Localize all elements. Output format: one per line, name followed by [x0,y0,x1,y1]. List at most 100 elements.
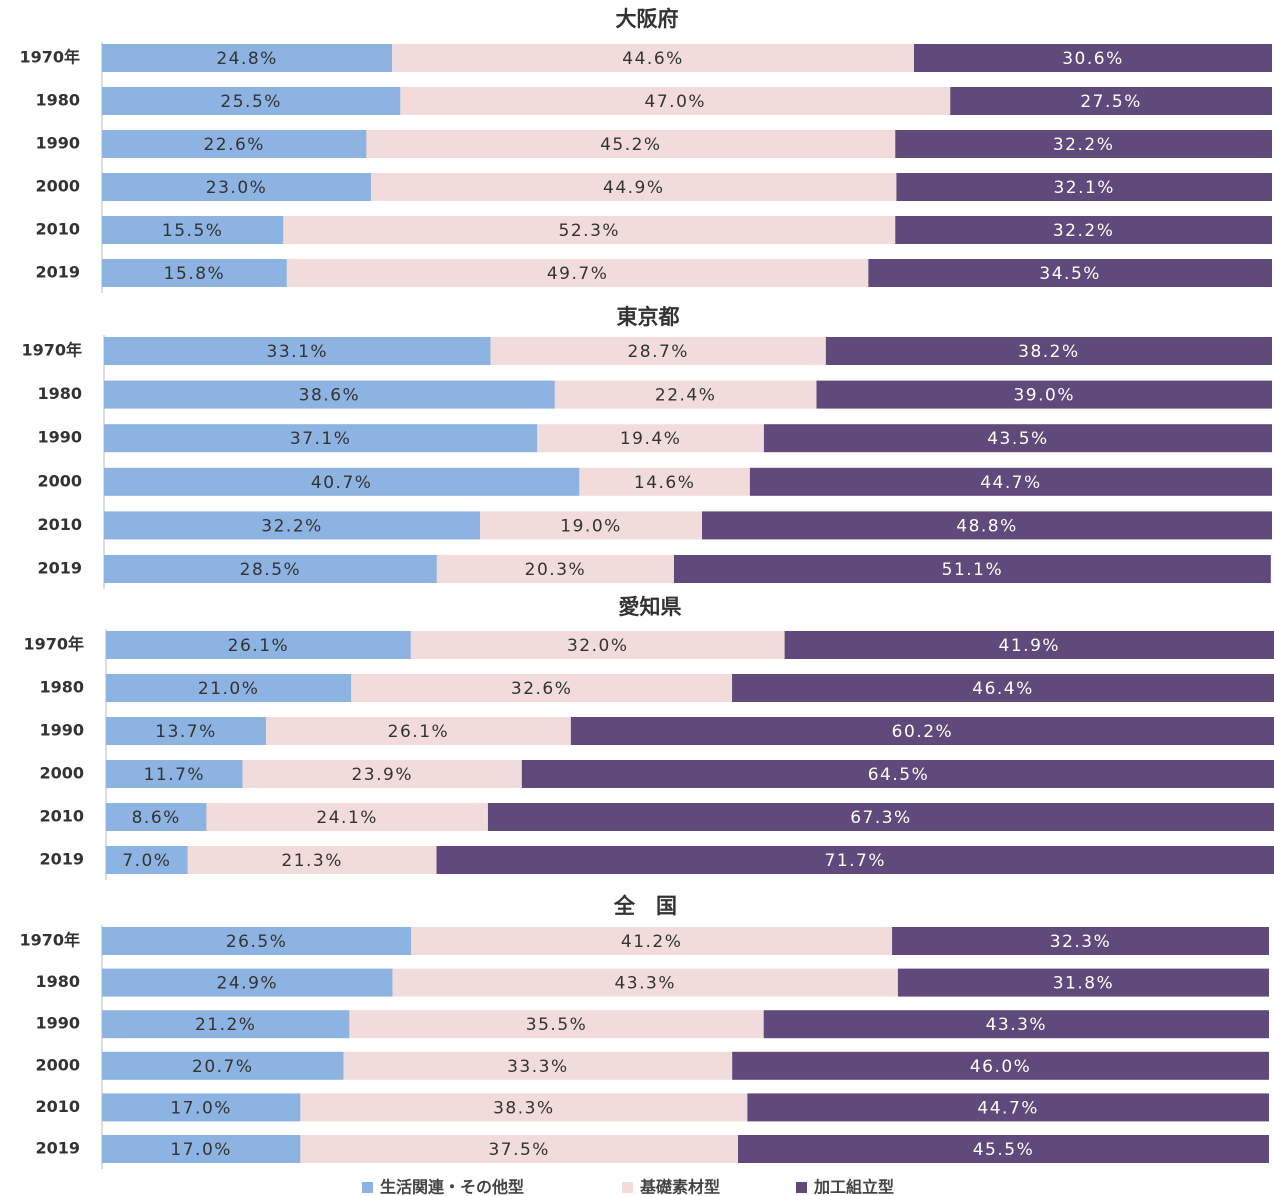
bar-segment [537,424,764,453]
bar-segment [816,380,1272,409]
bar-segment-group: 24.8% [102,44,393,72]
bar-segment-group: 44.7% [747,1093,1269,1122]
bar-segment-group: 51.1% [673,555,1271,583]
data-label: 24.8% [216,49,278,69]
legend-label: 加工組立型 [813,1178,894,1196]
bar-segment [554,380,817,409]
data-label: 23.9% [351,765,413,785]
bar-segment-group: 43.3% [763,1010,1269,1039]
bar-segment [102,259,287,287]
bar-segment-group: 23.0% [102,173,372,201]
bar-segment [411,927,893,955]
bar-segment-group: 32.6% [351,674,733,702]
data-label: 47.0% [645,92,707,112]
bar-segment-group: 48.8% [702,511,1272,540]
bar-segment [102,173,372,201]
data-label: 52.3% [559,221,621,241]
data-label: 22.6% [203,135,265,155]
data-label: 44.7% [977,1098,1039,1118]
y-tick-label: 1980 [37,384,82,403]
y-tick-label: 1970年 [19,48,80,67]
data-label: 21.3% [281,851,343,871]
data-label: 44.7% [980,473,1042,493]
bar-segment-group: 26.5% [102,927,412,955]
y-tick-label: 1970年 [23,635,84,654]
bar-segment [436,555,674,583]
bar-segment-group: 32.2% [104,511,481,540]
bar-segment-group: 46.0% [732,1051,1269,1080]
bar-segment [102,1051,344,1080]
bar-segment-group: 44.6% [392,44,914,72]
y-tick-label: 2019 [39,850,84,869]
y-tick-label: 1990 [37,428,82,447]
y-tick-label: 1990 [35,1014,80,1033]
bar-segment [673,555,1271,583]
bar-segment [868,259,1272,287]
chart-title: 大阪府 [616,7,679,31]
data-label: 15.5% [162,221,224,241]
bar-segment-group: 27.5% [950,87,1272,115]
bar-segment-group: 21.3% [187,846,437,874]
bar-segment-group: 32.2% [895,130,1272,158]
data-label: 45.2% [600,135,662,155]
data-label: 21.0% [198,679,260,699]
bar-segment [825,337,1272,365]
bar-segment [187,846,437,874]
bar-segment-group: 37.1% [104,424,538,453]
y-tick-label: 2010 [35,1097,80,1116]
bar-segment-group: 46.4% [732,674,1274,702]
bar-segment [283,216,896,244]
bar-segment-group: 28.5% [104,555,437,583]
bar-segment [732,674,1274,702]
y-tick-label: 2000 [39,764,84,783]
bar-segment [784,631,1274,659]
data-label: 28.5% [240,560,302,580]
bar-segment [286,259,869,287]
bar-segment [106,631,411,659]
y-tick-label: 1980 [35,91,80,110]
data-label: 49.7% [547,264,609,284]
bar-segment [749,467,1272,496]
data-label: 13.7% [155,722,217,742]
data-label: 11.7% [144,765,206,785]
data-label: 32.0% [567,636,629,656]
bar-segment-group: 32.1% [896,173,1272,201]
data-label: 44.6% [622,49,684,69]
bar-segment [266,717,571,745]
data-label: 41.9% [999,636,1061,656]
y-tick-label: 2010 [35,220,80,239]
bar-segment [104,380,555,409]
legend-label: 基礎素材型 [639,1178,720,1196]
chart-title: 東京都 [617,305,680,329]
bar-segment-group: 22.4% [554,380,817,409]
bar-segment-group: 28.7% [490,337,826,365]
data-label: 21.2% [195,1015,257,1035]
bar-segment [351,674,733,702]
bar-segment-group: 44.7% [749,467,1272,496]
bar-segment-group: 43.5% [763,424,1272,453]
bar-segment-group: 32.3% [892,927,1269,955]
bar-segment [102,1135,301,1163]
bar-segment-group: 44.9% [371,173,897,201]
data-label: 33.1% [267,342,329,362]
y-tick-label: 1990 [35,134,80,153]
bar-segment-group: 47.0% [400,87,951,115]
bar-segment-group: 13.7% [106,717,267,745]
data-label: 40.7% [311,473,373,493]
bar-segment-group: 41.2% [411,927,893,955]
data-label: 28.7% [627,342,689,362]
bar-segment-group: 21.0% [106,674,352,702]
bar-segment-group: 41.9% [784,631,1274,659]
bar-segment [343,1051,733,1080]
bar-segment-group: 21.2% [102,1010,350,1039]
bar-segment-group: 19.0% [480,511,703,540]
bar-segment [410,631,785,659]
bar-segment [950,87,1272,115]
data-label: 24.1% [316,808,378,828]
bar-segment-group: 11.7% [106,760,243,788]
bar-segment [480,511,703,540]
legend-swatch [362,1182,373,1193]
data-label: 41.2% [621,932,683,952]
y-tick-label: 1980 [39,678,84,697]
